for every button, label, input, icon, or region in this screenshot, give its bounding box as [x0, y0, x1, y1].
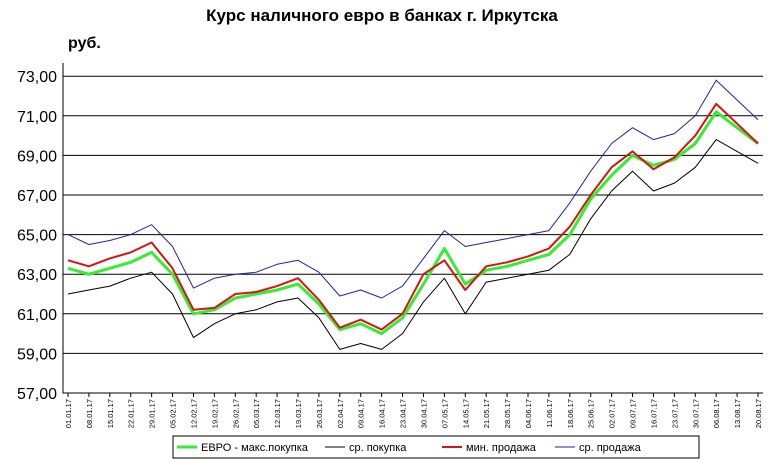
legend-label: ЕВРО - макс.покупка	[201, 442, 309, 454]
y-tick-labels: 57,00 59,00 61,00 63,00 65,00 67,00 69,00 71,00…	[17, 69, 57, 403]
x-tick-label: 13.08.17	[733, 399, 742, 428]
x-tick-label: 15.01.17	[106, 399, 115, 428]
y-axis-unit: руб.	[68, 35, 101, 52]
x-tick-label: 21.05.17	[482, 399, 491, 428]
x-tick-label: 23.04.17	[399, 399, 408, 428]
y-tick-label: 67,00	[17, 188, 57, 205]
x-tick-label: 16.07.17	[649, 399, 658, 428]
x-tick-label: 19.02.17	[210, 399, 219, 428]
y-tick-label: 57,00	[17, 386, 57, 403]
x-tick-label: 07.05.17	[440, 399, 449, 428]
x-tick-label: 23.07.17	[670, 399, 679, 428]
x-tick-label: 30.07.17	[691, 399, 700, 428]
x-tick-label: 30.04.17	[419, 399, 428, 428]
x-tick-label: 11.06.17	[545, 399, 554, 428]
x-tick-label: 20.08.17	[754, 399, 763, 428]
x-tick-label: 04.06.17	[524, 399, 533, 428]
y-tick-label: 71,00	[17, 109, 57, 126]
y-tick-label: 63,00	[17, 267, 57, 284]
y-tick-label: 65,00	[17, 228, 57, 245]
x-tick-label: 02.07.17	[608, 399, 617, 428]
series-line	[67, 110, 759, 336]
x-tick-label: 12.03.17	[273, 399, 282, 428]
legend-label: мин. продажа	[466, 442, 537, 454]
y-tick-label: 73,00	[17, 69, 57, 86]
x-tick-label: 14.05.17	[461, 399, 470, 428]
y-tick-label: 61,00	[17, 307, 57, 324]
legend-label: ср. покупка	[349, 442, 407, 454]
x-tick-label: 05.02.17	[169, 399, 178, 428]
x-tick-label: 18.06.17	[566, 399, 575, 428]
legend: ЕВРО - макс.покупка ср. покупка мин. прода…	[177, 442, 642, 454]
x-tick-label: 06.08.17	[712, 399, 721, 428]
x-tick-label: 12.02.17	[189, 399, 198, 428]
x-tick-label: 25.06.17	[587, 399, 596, 428]
x-tick-label: 16.04.17	[378, 399, 387, 428]
x-tick-label: 28.05.17	[503, 399, 512, 428]
x-tick-label: 29.01.17	[148, 399, 157, 428]
x-tick-label: 22.01.17	[127, 399, 136, 428]
x-tick-label: 09.07.17	[629, 399, 638, 428]
x-tick-labels: 01.01.17 08.01.17 15.01.17 22.01.17 29.01.17…	[64, 393, 763, 428]
legend-label: ср. продажа	[579, 442, 642, 454]
x-tick-label: 01.01.17	[64, 399, 73, 428]
x-tick-label: 26.03.17	[315, 399, 324, 428]
x-tick-label: 02.04.17	[336, 399, 345, 428]
legend-box	[172, 435, 700, 459]
x-tick-label: 19.03.17	[294, 399, 303, 428]
x-tick-label: 26.02.17	[231, 399, 240, 428]
x-tick-label: 05.03.17	[252, 399, 261, 428]
series-line	[67, 102, 759, 331]
y-grid	[63, 75, 763, 354]
y-tick-label: 69,00	[17, 148, 57, 165]
series-line	[67, 139, 759, 350]
series-lines	[67, 79, 759, 350]
x-tick-label: 08.01.17	[85, 399, 94, 428]
chart-title: Курс наличного евро в банках г. Иркутска	[206, 6, 558, 25]
series-line	[67, 79, 759, 299]
x-tick-label: 09.04.17	[357, 399, 366, 428]
y-tick-label: 59,00	[17, 346, 57, 363]
